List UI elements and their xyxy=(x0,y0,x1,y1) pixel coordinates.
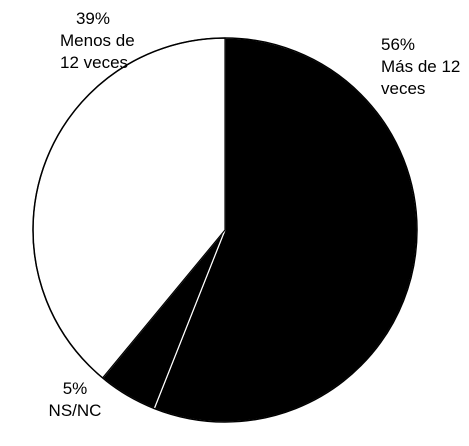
pie-outline xyxy=(32,37,418,423)
percent-label: 5% xyxy=(62,379,88,398)
percent-label: 39% xyxy=(75,9,110,28)
slice-label: 56% Más de 12 veces xyxy=(381,34,469,100)
slice-label: 39% Menos de 12 veces xyxy=(60,8,138,74)
slice-label: 5% NS/NC xyxy=(30,378,120,422)
category-label: Más de 12 veces xyxy=(381,57,461,98)
category-label: Menos de 12 veces xyxy=(60,31,135,72)
category-label: NS/NC xyxy=(48,401,102,420)
percent-label: 56% xyxy=(381,35,416,54)
